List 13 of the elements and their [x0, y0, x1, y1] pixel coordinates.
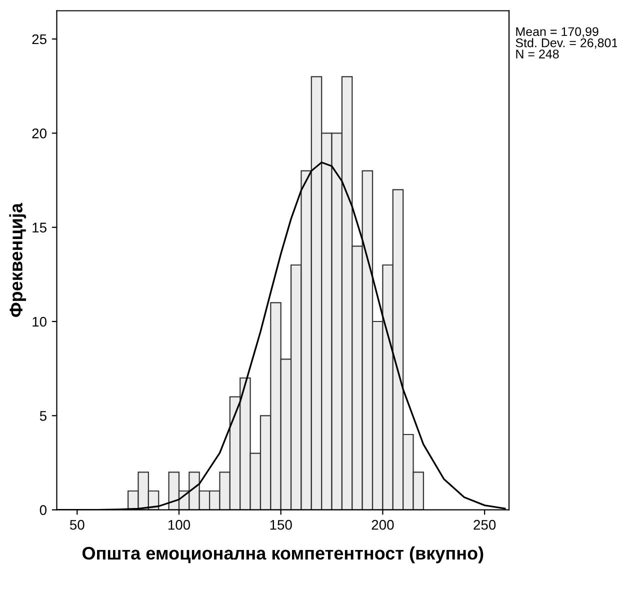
- y-tick-label: 10: [32, 316, 46, 327]
- y-tick-label: 5: [40, 411, 46, 421]
- y-tick-label: 15: [32, 222, 46, 232]
- y-axis-title: Фреквенција: [9, 202, 26, 317]
- x-tick-label: 50: [70, 520, 84, 530]
- y-tick-label: 20: [32, 128, 46, 138]
- x-tick-label: 200: [372, 520, 394, 530]
- x-tick-label: 250: [474, 520, 496, 530]
- y-tick-label: 0: [40, 505, 46, 516]
- x-tick-label: 100: [168, 520, 190, 530]
- x-tick-label: 150: [270, 520, 292, 530]
- x-axis-title: Општа емоционална компетентност (вкупно): [82, 546, 484, 564]
- y-tick-label: 25: [32, 34, 46, 44]
